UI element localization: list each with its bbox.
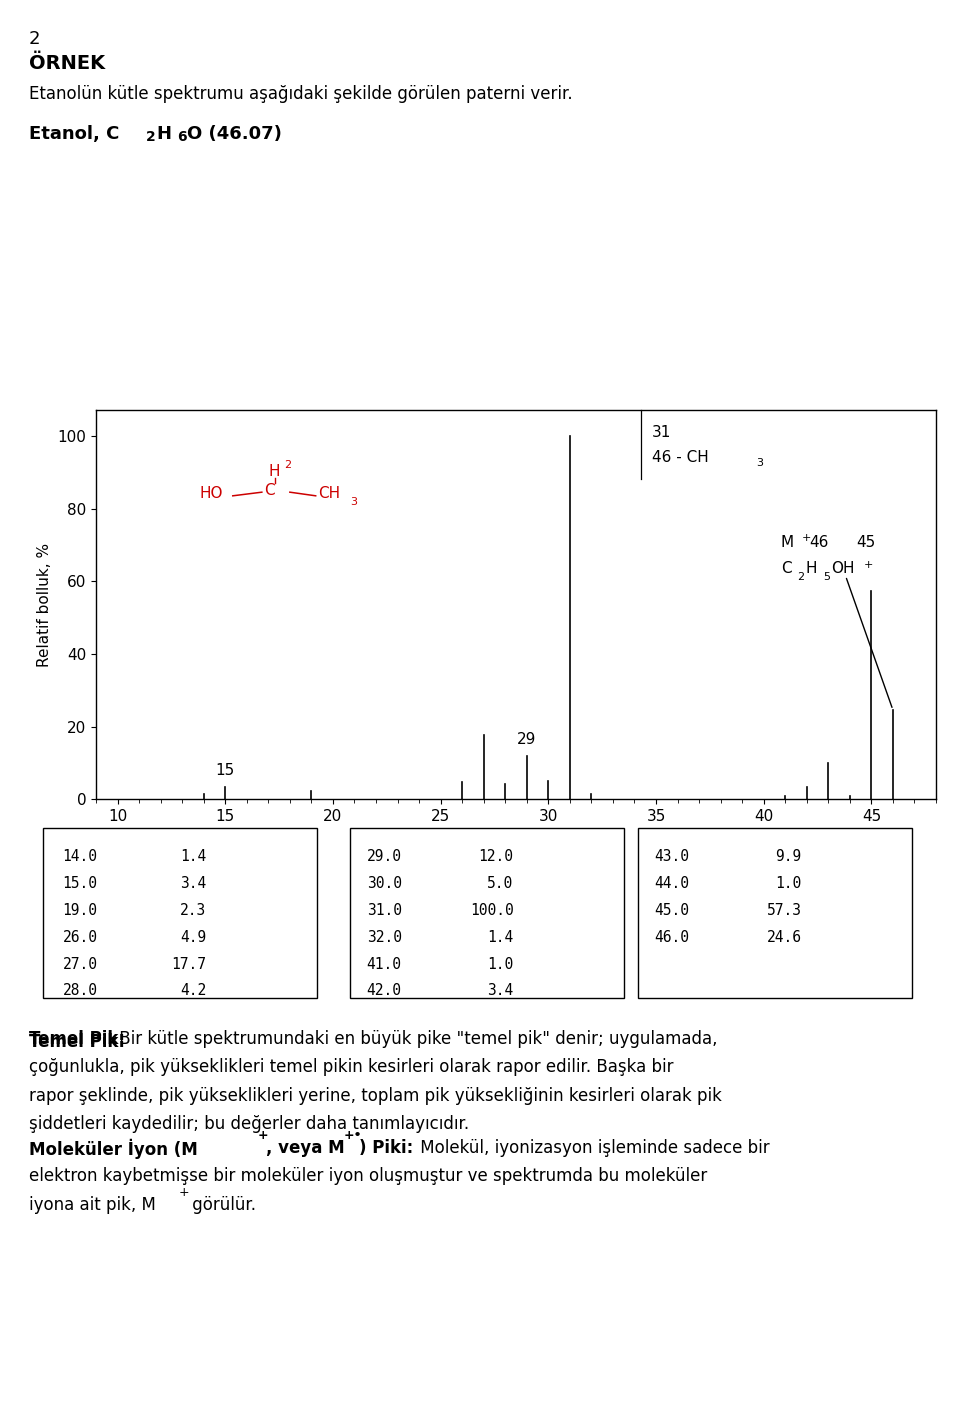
Text: 44.0: 44.0: [655, 876, 689, 891]
Text: 3.4: 3.4: [180, 876, 206, 891]
Text: CH: CH: [318, 487, 340, 501]
Text: Temel Pik:: Temel Pik:: [29, 1030, 125, 1049]
Text: 57.3: 57.3: [767, 903, 802, 918]
Text: 9.9: 9.9: [776, 849, 802, 865]
Text: 100.0: 100.0: [469, 903, 514, 918]
Text: +•: +•: [344, 1129, 362, 1142]
Text: +: +: [257, 1129, 268, 1142]
Y-axis label: Relatif bolluk, %: Relatif bolluk, %: [36, 543, 52, 666]
Text: M: M: [780, 535, 794, 550]
Text: 29.0: 29.0: [367, 849, 401, 865]
Text: 30.0: 30.0: [367, 876, 401, 891]
Text: 45.0: 45.0: [655, 903, 689, 918]
Text: 32.0: 32.0: [367, 930, 401, 945]
Text: 31: 31: [652, 424, 671, 440]
Text: 2.3: 2.3: [180, 903, 206, 918]
Text: 15: 15: [216, 763, 235, 778]
Text: 6: 6: [177, 130, 186, 144]
Text: Molekül, iyonizasyon işleminde sadece bir: Molekül, iyonizasyon işleminde sadece bi…: [415, 1139, 769, 1157]
Text: 1.0: 1.0: [776, 876, 802, 891]
Text: 28.0: 28.0: [62, 983, 97, 999]
Text: 2: 2: [284, 460, 292, 470]
Text: ) Piki:: ) Piki:: [359, 1139, 414, 1157]
Text: şiddetleri kaydedilir; bu değerler daha tanımlayıcıdır.: şiddetleri kaydedilir; bu değerler daha …: [29, 1115, 468, 1133]
Text: 3: 3: [350, 498, 357, 508]
Text: ÖRNEK: ÖRNEK: [29, 54, 105, 72]
Text: elektron kaybetmişse bir moleküler iyon oluşmuştur ve spektrumda bu moleküler: elektron kaybetmişse bir moleküler iyon …: [29, 1167, 708, 1186]
Text: Bir kütle spektrumundaki en büyük pike "temel pik" denir; uygulamada,: Bir kütle spektrumundaki en büyük pike "…: [113, 1030, 717, 1049]
Text: 24.6: 24.6: [767, 930, 802, 945]
Text: 2: 2: [797, 572, 804, 582]
Text: görülür.: görülür.: [187, 1196, 256, 1214]
Text: H: H: [268, 464, 279, 480]
Text: 17.7: 17.7: [172, 957, 206, 972]
Text: 45: 45: [856, 535, 876, 550]
Text: 4.9: 4.9: [180, 930, 206, 945]
Text: 46: 46: [809, 535, 828, 550]
Text: Etanolün kütle spektrumu aşağıdaki şekilde görülen paterni verir.: Etanolün kütle spektrumu aşağıdaki şekil…: [29, 85, 572, 103]
Text: , veya M: , veya M: [266, 1139, 345, 1157]
Text: 1.0: 1.0: [488, 957, 514, 972]
Text: H: H: [156, 125, 172, 143]
Text: 14.0: 14.0: [62, 849, 97, 865]
Text: 27.0: 27.0: [62, 957, 97, 972]
Text: H: H: [805, 560, 817, 576]
Text: 5.0: 5.0: [488, 876, 514, 891]
Text: 1.4: 1.4: [488, 930, 514, 945]
Text: OH: OH: [831, 560, 855, 576]
Text: 46.0: 46.0: [655, 930, 689, 945]
Text: Etanol, C: Etanol, C: [29, 125, 119, 143]
Text: 29: 29: [517, 732, 537, 747]
X-axis label: m/z: m/z: [501, 829, 531, 848]
Text: 42.0: 42.0: [367, 983, 401, 999]
Text: 19.0: 19.0: [62, 903, 97, 918]
Text: 2: 2: [29, 30, 40, 48]
Text: 26.0: 26.0: [62, 930, 97, 945]
Text: 4.2: 4.2: [180, 983, 206, 999]
Text: +: +: [802, 533, 811, 543]
Text: rapor şeklinde, pik yükseklikleri yerine, toplam pik yüksekliğinin kesirleri ola: rapor şeklinde, pik yükseklikleri yerine…: [29, 1087, 722, 1105]
Text: Temel Pik:: Temel Pik:: [29, 1033, 125, 1051]
Text: 12.0: 12.0: [479, 849, 514, 865]
Text: 41.0: 41.0: [367, 957, 401, 972]
Text: 43.0: 43.0: [655, 849, 689, 865]
Text: HO: HO: [200, 487, 223, 501]
Text: çoğunlukla, pik yükseklikleri temel pikin kesirleri olarak rapor edilir. Başka b: çoğunlukla, pik yükseklikleri temel piki…: [29, 1058, 673, 1077]
Text: C: C: [780, 560, 792, 576]
Text: +: +: [179, 1186, 189, 1199]
Text: Moleküler İyon (M: Moleküler İyon (M: [29, 1139, 198, 1159]
Text: 46 - CH: 46 - CH: [652, 450, 708, 466]
Text: C: C: [264, 483, 275, 498]
Text: 1.4: 1.4: [180, 849, 206, 865]
Text: 31.0: 31.0: [367, 903, 401, 918]
Text: +: +: [864, 560, 874, 570]
Text: iyona ait pik, M: iyona ait pik, M: [29, 1196, 156, 1214]
Text: O (46.07): O (46.07): [187, 125, 282, 143]
Text: 3.4: 3.4: [488, 983, 514, 999]
Text: 15.0: 15.0: [62, 876, 97, 891]
Text: 3: 3: [756, 457, 763, 467]
Text: 2: 2: [146, 130, 156, 144]
Text: 5: 5: [823, 572, 830, 582]
